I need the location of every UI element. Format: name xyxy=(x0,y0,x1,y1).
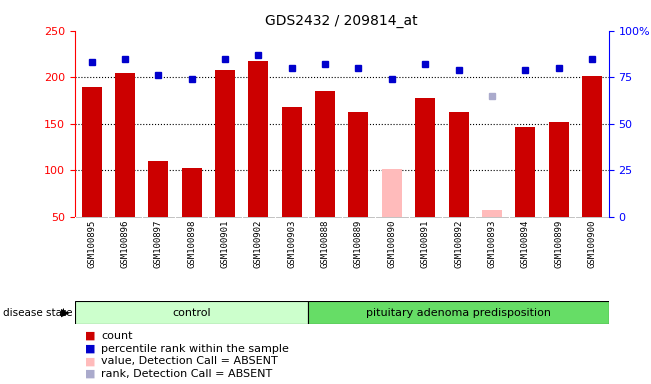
Text: GSM100896: GSM100896 xyxy=(120,220,130,268)
Text: ■: ■ xyxy=(85,356,95,366)
Text: disease state: disease state xyxy=(3,308,73,318)
Bar xyxy=(381,169,402,217)
Text: GSM100898: GSM100898 xyxy=(187,220,196,268)
Bar xyxy=(309,301,609,324)
Text: GSM100900: GSM100900 xyxy=(587,220,596,268)
Text: GSM100888: GSM100888 xyxy=(320,220,329,268)
Bar xyxy=(415,98,435,217)
Bar xyxy=(449,112,469,217)
Bar xyxy=(81,87,102,217)
Text: GSM100902: GSM100902 xyxy=(254,220,263,268)
Bar xyxy=(315,91,335,217)
Text: GSM100894: GSM100894 xyxy=(521,220,530,268)
Text: GSM100899: GSM100899 xyxy=(554,220,563,268)
Text: ■: ■ xyxy=(85,369,95,379)
Text: ▶: ▶ xyxy=(61,308,69,318)
Bar xyxy=(148,161,168,217)
Text: GSM100897: GSM100897 xyxy=(154,220,163,268)
Bar xyxy=(516,127,535,217)
Text: ■: ■ xyxy=(85,331,95,341)
Bar xyxy=(75,301,309,324)
Text: GSM100892: GSM100892 xyxy=(454,220,463,268)
Text: rank, Detection Call = ABSENT: rank, Detection Call = ABSENT xyxy=(101,369,272,379)
Text: GSM100895: GSM100895 xyxy=(87,220,96,268)
Bar xyxy=(115,73,135,217)
Bar xyxy=(549,122,569,217)
Text: control: control xyxy=(173,308,211,318)
Bar xyxy=(482,210,502,217)
Text: GSM100893: GSM100893 xyxy=(488,220,497,268)
Text: ■: ■ xyxy=(85,344,95,354)
Text: GSM100903: GSM100903 xyxy=(287,220,296,268)
Bar xyxy=(182,167,202,217)
Title: GDS2432 / 209814_at: GDS2432 / 209814_at xyxy=(266,14,418,28)
Bar xyxy=(215,70,235,217)
Text: count: count xyxy=(101,331,132,341)
Bar xyxy=(249,61,268,217)
Text: GSM100889: GSM100889 xyxy=(354,220,363,268)
Bar xyxy=(582,76,602,217)
Text: value, Detection Call = ABSENT: value, Detection Call = ABSENT xyxy=(101,356,278,366)
Bar xyxy=(348,112,368,217)
Text: GSM100891: GSM100891 xyxy=(421,220,430,268)
Text: percentile rank within the sample: percentile rank within the sample xyxy=(101,344,289,354)
Bar xyxy=(282,107,301,217)
Text: GSM100890: GSM100890 xyxy=(387,220,396,268)
Text: GSM100901: GSM100901 xyxy=(221,220,230,268)
Text: pituitary adenoma predisposition: pituitary adenoma predisposition xyxy=(366,308,551,318)
